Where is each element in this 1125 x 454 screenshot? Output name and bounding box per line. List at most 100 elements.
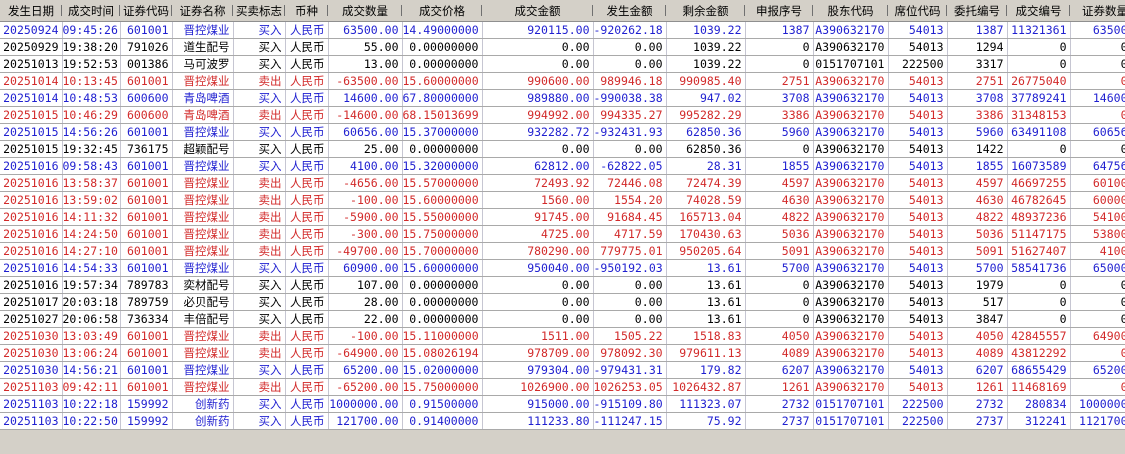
table-row[interactable]: 20251103 10:22:50 159992 创新药 买入 人民币 121700.00 0… <box>0 412 1125 430</box>
cell-order-no: 6207 <box>947 361 1008 379</box>
column-header-deal-no[interactable]: 成交编号 <box>1007 0 1070 22</box>
cell-buy-sell-flag: 卖出 <box>233 106 286 124</box>
table-row[interactable]: 20251016 14:54:33 601001 晋控煤业 买入 人民币 60900.00 1… <box>0 259 1125 277</box>
table-row[interactable]: 20251016 19:57:34 789783 奕材配号 买入 人民币 107.00 0.0… <box>0 276 1125 294</box>
cell-deal-qty: -64900.00 <box>328 344 403 362</box>
column-header-deal-amount[interactable]: 成交金额 <box>482 0 593 22</box>
column-header-security-name[interactable]: 证券名称 <box>172 0 233 22</box>
cell-declare-seq: 2751 <box>745 72 814 90</box>
table-row[interactable]: 20251016 09:58:43 601001 晋控煤业 买入 人民币 4100.00 15… <box>0 157 1125 175</box>
column-header-security-code[interactable]: 证券代码 <box>120 0 172 22</box>
column-header-deal-price[interactable]: 成交价格 <box>402 0 482 22</box>
cell-security-qty: 0 <box>1070 140 1125 158</box>
cell-deal-amount: 91745.00 <box>482 208 594 226</box>
column-header-deal-time[interactable]: 成交时间 <box>62 0 120 22</box>
column-header-security-qty[interactable]: 证券数量 <box>1070 0 1125 22</box>
cell-balance: 979611.13 <box>666 344 746 362</box>
cell-buy-sell-flag: 卖出 <box>233 242 286 260</box>
table-row[interactable]: 20251014 10:13:45 601001 晋控煤业 卖出 人民币 -63500.00… <box>0 72 1125 90</box>
table-row[interactable]: 20251103 09:42:11 601001 晋控煤业 卖出 人民币 -65200.00… <box>0 378 1125 396</box>
cell-security-qty: 0 <box>1070 72 1125 90</box>
cell-deal-no: 280834 <box>1007 395 1071 413</box>
cell-security-name: 晋控煤业 <box>172 21 234 39</box>
cell-deal-price: 68.15013699 <box>402 106 483 124</box>
cell-deal-amount: 950040.00 <box>482 259 594 277</box>
cell-seat-code: 54013 <box>888 344 948 362</box>
column-header-holder-code[interactable]: 股东代码 <box>813 0 888 22</box>
column-header-order-no[interactable]: 委托编号 <box>947 0 1007 22</box>
table-row[interactable]: 20251014 10:48:53 600600 青岛啤酒 买入 人民币 14600.00 6… <box>0 89 1125 107</box>
table-row[interactable]: 20251013 19:52:53 001386 马可波罗 买入 人民币 13.00 0.00… <box>0 55 1125 73</box>
cell-order-no: 3317 <box>947 55 1008 73</box>
cell-security-name: 晋控煤业 <box>172 123 234 141</box>
cell-order-no: 3708 <box>947 89 1008 107</box>
cell-deal-no: 48937236 <box>1007 208 1071 226</box>
table-row[interactable]: 20251017 20:03:18 789759 必贝配号 买入 人民币 28.00 0.00… <box>0 293 1125 311</box>
table-row[interactable]: 20251016 13:58:37 601001 晋控煤业 卖出 人民币 -4656.00 1… <box>0 174 1125 192</box>
cell-security-name: 晋控煤业 <box>172 72 234 90</box>
table-row[interactable]: 20251015 19:32:45 736175 超颖配号 买入 人民币 25.00 0.00… <box>0 140 1125 158</box>
cell-security-qty: 4100 <box>1070 242 1125 260</box>
column-header-occur-amount[interactable]: 发生金额 <box>593 0 666 22</box>
cell-buy-sell-flag: 买入 <box>233 38 286 56</box>
cell-declare-seq: 5700 <box>745 259 814 277</box>
table-row[interactable]: 20251030 13:03:49 601001 晋控煤业 卖出 人民币 -100.00 15… <box>0 327 1125 345</box>
cell-security-code: 001386 <box>120 55 173 73</box>
cell-deal-qty: 107.00 <box>328 276 403 294</box>
cell-deal-qty: -65200.00 <box>328 378 403 396</box>
table-row[interactable]: 20251016 14:11:32 601001 晋控煤业 卖出 人民币 -5900.00 1… <box>0 208 1125 226</box>
cell-security-code: 600600 <box>120 106 173 124</box>
cell-deal-qty: 28.00 <box>328 293 403 311</box>
table-row[interactable]: 20251016 13:59:02 601001 晋控煤业 卖出 人民币 -100.00 15… <box>0 191 1125 209</box>
table-row[interactable]: 20250929 19:38:20 791026 道生配号 买入 人民币 55.00 0.00… <box>0 38 1125 56</box>
table-header-row: 发生日期 成交时间 证券代码 证券名称 买卖标志 币种 成交数量 成交价格 成交金额 发生金额 剩余… <box>0 0 1125 22</box>
table-row[interactable]: 20251016 14:27:10 601001 晋控煤业 卖出 人民币 -49700.00… <box>0 242 1125 260</box>
cell-deal-qty: 4100.00 <box>328 157 403 175</box>
cell-deal-time: 19:32:45 <box>62 140 121 158</box>
table-row[interactable]: 20251103 10:22:18 159992 创新药 买入 人民币 1000000.00… <box>0 395 1125 413</box>
table-row[interactable]: 20251015 10:46:29 600600 青岛啤酒 卖出 人民币 -14600.00… <box>0 106 1125 124</box>
cell-deal-qty: 22.00 <box>328 310 403 328</box>
column-header-deal-qty[interactable]: 成交数量 <box>328 0 402 22</box>
table-row[interactable]: 20251030 13:06:24 601001 晋控煤业 卖出 人民币 -64900.00… <box>0 344 1125 362</box>
cell-deal-time: 10:48:53 <box>62 89 121 107</box>
cell-security-name: 马可波罗 <box>172 55 234 73</box>
cell-deal-qty: 55.00 <box>328 38 403 56</box>
column-header-seat-code[interactable]: 席位代码 <box>888 0 947 22</box>
cell-deal-amount: 978709.00 <box>482 344 594 362</box>
cell-occur-date: 20250924 <box>0 21 63 39</box>
cell-balance: 75.92 <box>666 412 746 430</box>
cell-currency: 人民币 <box>285 106 329 124</box>
cell-deal-amount: 932282.72 <box>482 123 594 141</box>
cell-security-name: 晋控煤业 <box>172 174 234 192</box>
table-row[interactable]: 20251016 14:24:50 601001 晋控煤业 卖出 人民币 -300.00 15… <box>0 225 1125 243</box>
cell-seat-code: 54013 <box>888 293 948 311</box>
cell-deal-price: 15.55000000 <box>402 208 483 226</box>
cell-occur-amount: -932431.93 <box>593 123 667 141</box>
cell-occur-date: 20251017 <box>0 293 63 311</box>
column-header-currency[interactable]: 币种 <box>285 0 328 22</box>
cell-security-qty: 65000 <box>1070 259 1125 277</box>
cell-deal-price: 15.60000000 <box>402 259 483 277</box>
table-row[interactable]: 20251030 14:56:21 601001 晋控煤业 买入 人民币 65200.00 1… <box>0 361 1125 379</box>
table-row[interactable]: 20251027 20:06:58 736334 丰倍配号 买入 人民币 22.00 0.00… <box>0 310 1125 328</box>
cell-holder-code: 0151707101 <box>813 55 889 73</box>
column-header-occur-date[interactable]: 发生日期 <box>0 0 62 22</box>
column-header-declare-seq[interactable]: 申报序号 <box>745 0 813 22</box>
cell-deal-amount: 0.00 <box>482 55 594 73</box>
cell-deal-amount: 0.00 <box>482 276 594 294</box>
cell-holder-code: A390632170 <box>813 38 889 56</box>
cell-balance: 1518.83 <box>666 327 746 345</box>
cell-buy-sell-flag: 卖出 <box>233 378 286 396</box>
table-row[interactable]: 20251015 14:56:26 601001 晋控煤业 买入 人民币 60656.00 1… <box>0 123 1125 141</box>
cell-deal-price: 0.91400000 <box>402 412 483 430</box>
cell-deal-no: 68655429 <box>1007 361 1071 379</box>
cell-balance: 62850.36 <box>666 123 746 141</box>
cell-deal-qty: 65200.00 <box>328 361 403 379</box>
column-header-buy-sell-flag[interactable]: 买卖标志 <box>233 0 285 22</box>
cell-declare-seq: 1855 <box>745 157 814 175</box>
table-row[interactable]: 20250924 09:45:26 601001 晋控煤业 买入 人民币 63500.00 1… <box>0 21 1125 39</box>
cell-holder-code: A390632170 <box>813 361 889 379</box>
cell-balance: 13.61 <box>666 276 746 294</box>
column-header-balance[interactable]: 剩余金额 <box>666 0 745 22</box>
